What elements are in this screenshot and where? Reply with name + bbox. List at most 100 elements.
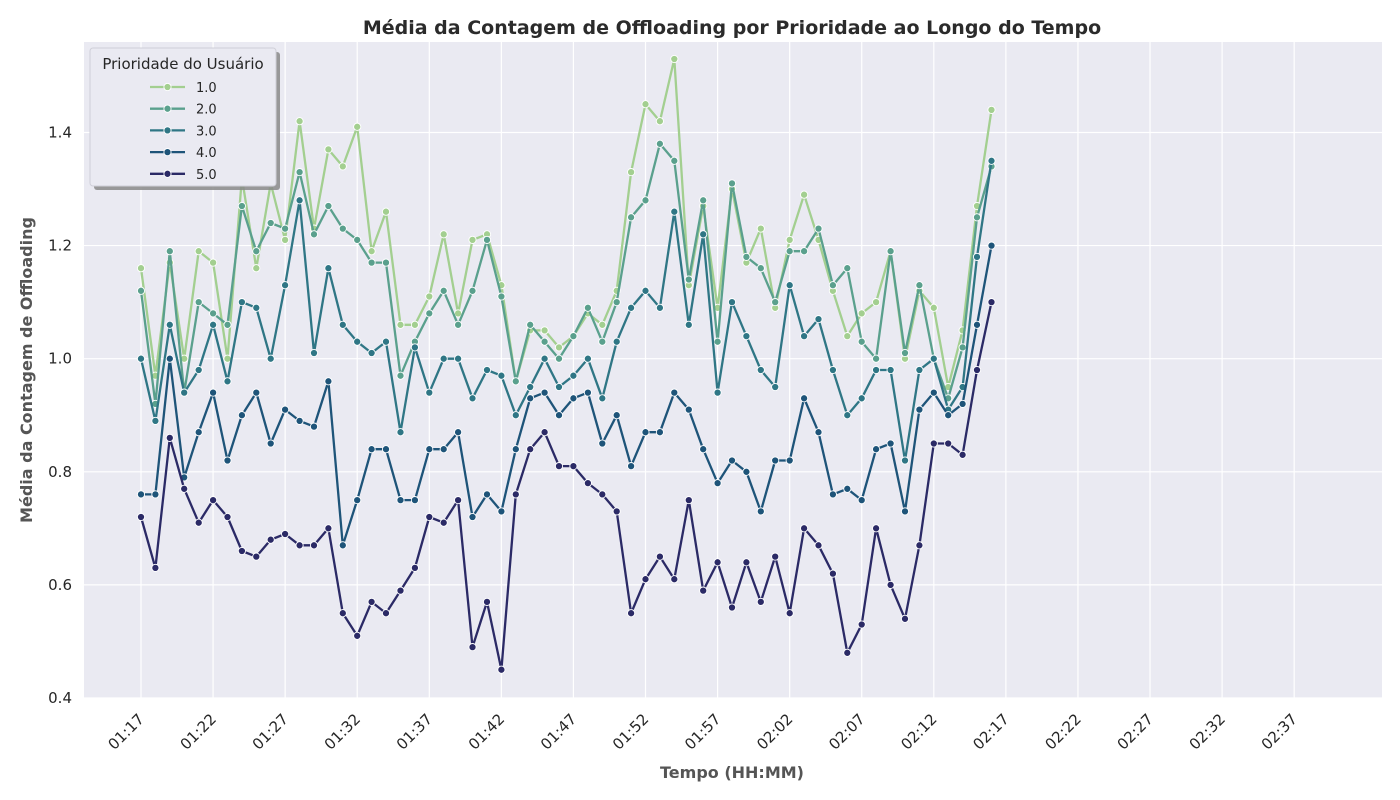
data-point [540,326,549,335]
data-point [800,524,809,533]
data-point [554,411,564,420]
data-point [223,320,232,329]
data-point [281,281,290,290]
data-point [655,117,664,126]
data-point [814,428,823,437]
data-point [209,258,218,267]
data-point [627,303,636,312]
data-point [194,247,203,256]
data-point [482,235,492,244]
data-point [410,563,419,572]
data-point [454,354,463,363]
data-point [554,354,564,363]
data-point [151,416,160,425]
data-point [583,388,592,397]
data-point [338,320,347,329]
series-5.0 [136,298,996,674]
data-point [612,411,621,420]
data-point [511,411,520,420]
data-point [814,315,823,324]
data-point [915,541,924,550]
x-tick-label: 02:27 [1114,710,1157,753]
data-point [771,456,780,465]
data-point [136,490,146,499]
data-point [785,247,794,256]
y-tick-label: 0.8 [48,463,72,481]
data-point [843,411,852,420]
data-point [929,439,938,448]
data-point [223,456,232,465]
data-point [670,207,679,216]
data-point [987,105,996,114]
data-point [915,281,924,290]
data-point [641,428,650,437]
data-point [497,507,506,516]
legend-title: Prioridade do Usuário [102,55,263,73]
data-point [958,343,967,352]
data-point [266,535,275,544]
data-point [353,631,362,640]
legend-label: 3.0 [196,124,217,139]
data-point [526,320,535,329]
data-point [627,462,636,471]
data-point [944,411,953,420]
data-point [295,416,304,425]
data-point [482,365,492,375]
data-point [309,541,319,550]
data-point [511,490,520,499]
x-tick-label: 01:22 [177,710,220,753]
data-point [713,337,722,346]
data-point [497,665,506,674]
series-2.0 [136,139,996,408]
data-point [309,230,319,239]
data-point [972,213,982,222]
data-point [857,309,866,318]
data-point [396,371,405,380]
data-point [843,264,852,273]
data-point [209,388,218,397]
data-point [872,354,881,363]
data-point [252,264,261,273]
x-tick-label: 01:32 [321,710,364,753]
data-point [872,524,881,533]
data-point [713,388,722,397]
data-point [756,507,765,516]
data-point [381,207,391,216]
legend-swatch-marker [163,169,172,178]
y-tick-label: 1.4 [48,123,72,141]
data-point [814,224,823,233]
data-point [785,235,794,244]
data-point [526,394,535,403]
data-point [468,643,477,652]
legend-label: 4.0 [196,146,217,161]
data-point [439,354,448,363]
data-point [367,597,376,606]
data-point [857,496,866,505]
data-point [771,382,780,392]
data-point [569,462,578,471]
data-point [209,320,218,329]
data-point [987,241,996,250]
data-point [886,365,895,375]
data-point [684,275,693,284]
data-point [497,371,506,380]
data-point [324,201,333,211]
data-point [353,496,362,505]
x-tick-label: 02:37 [1258,710,1301,753]
data-point [497,292,506,301]
x-tick-label: 01:42 [465,710,508,753]
data-point [598,394,607,403]
x-tick-label: 01:27 [249,710,292,753]
data-point [136,354,146,363]
data-point [425,445,434,454]
data-point [540,354,549,363]
data-point [324,264,333,273]
x-tick-label: 02:17 [969,710,1012,753]
data-point [209,496,218,505]
legend-items: 1.0 2.0 3.0 4.0 5.0 [150,81,217,183]
data-point [353,337,362,346]
data-point [367,247,376,256]
data-point [727,603,737,612]
legend-swatch-marker [163,148,172,157]
